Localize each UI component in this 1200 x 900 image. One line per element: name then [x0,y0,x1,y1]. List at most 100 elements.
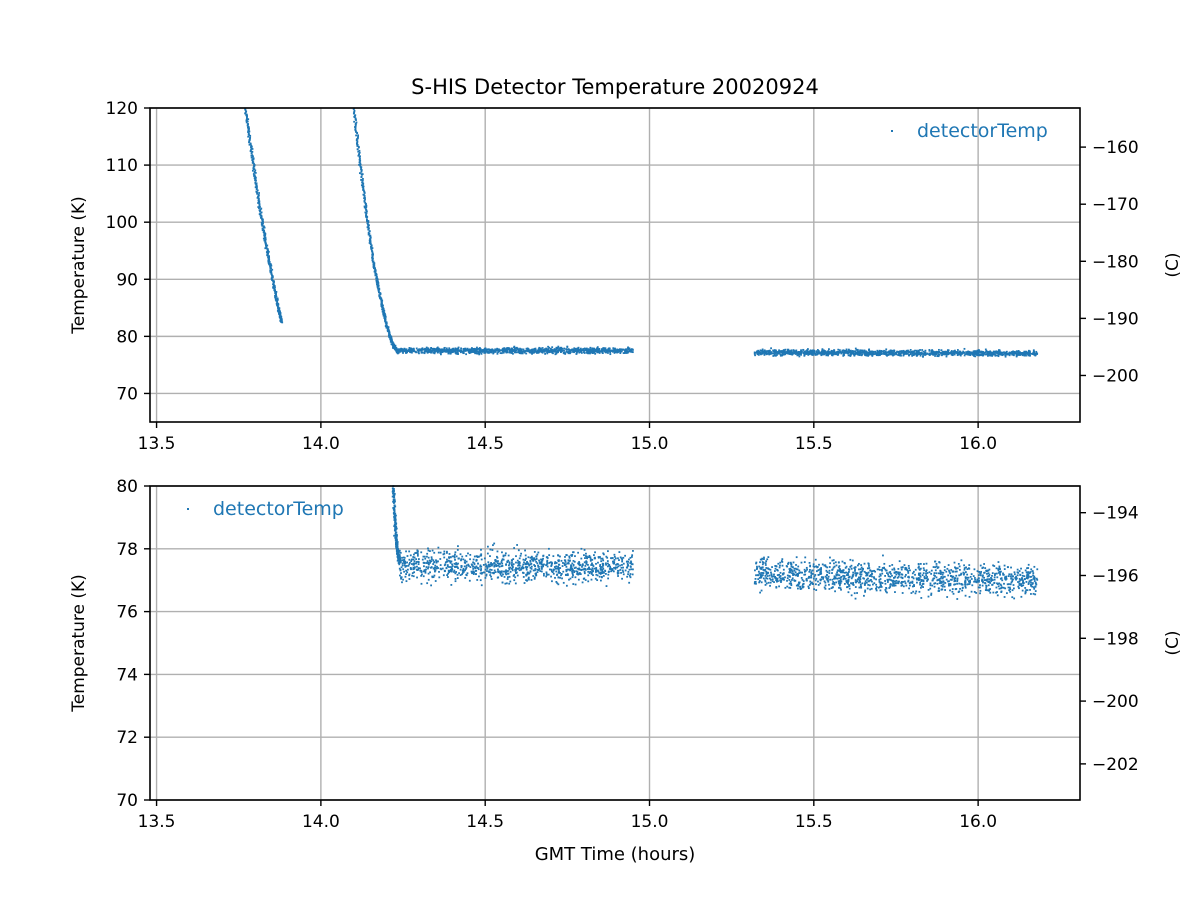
data-point [434,569,437,572]
data-point [480,584,483,587]
data-point [560,573,563,575]
data-point [512,558,515,561]
data-point [803,350,806,353]
data-point [571,576,574,579]
data-point [496,347,498,350]
data-point [255,186,258,189]
data-point [602,553,605,556]
data-point [827,354,829,357]
data-point [912,354,915,357]
data-point [384,321,387,324]
data-point [531,348,534,351]
data-point [760,349,763,352]
data-point [876,352,879,355]
data-point [596,579,599,582]
data-point [522,563,525,566]
data-point [1025,581,1028,583]
data-point [439,348,442,351]
data-point [454,558,456,561]
data-point [892,353,895,356]
data-point [475,573,477,576]
data-point [760,352,763,354]
data-point [592,565,595,568]
data-point [537,551,540,554]
data-point [616,563,619,565]
data-point [963,347,966,350]
data-point [977,349,980,352]
data-point [402,352,404,354]
data-point [420,582,423,585]
data-point [1030,568,1033,571]
data-point [582,568,585,571]
data-point [369,240,372,243]
data-point [569,568,572,571]
data-point [1003,568,1006,570]
data-point [1002,353,1005,356]
data-point [619,556,622,559]
data-point [503,349,506,352]
data-point [450,348,453,351]
data-point [596,569,599,572]
data-point [871,353,874,356]
data-point [788,582,791,585]
data-point [512,349,515,352]
data-point [393,525,396,528]
data-point [815,351,818,354]
data-point [617,350,620,353]
data-point [923,569,926,572]
data-point [392,498,395,501]
data-point [599,350,602,353]
data-point [846,350,849,353]
data-point [1009,588,1012,591]
data-point [848,350,850,353]
data-point [540,349,543,352]
data-point [445,551,448,554]
data-point [395,527,398,530]
data-point [508,564,510,567]
data-point [375,276,378,279]
data-point [796,352,799,355]
data-point [375,280,378,283]
data-point [387,326,390,329]
data-point [808,561,811,564]
data-point [357,135,359,138]
data-point [614,566,617,569]
data-point [396,542,399,544]
data-point [950,578,953,581]
data-point [526,566,529,568]
data-point [526,350,529,352]
data-point [778,349,780,352]
data-point [1019,352,1022,354]
data-point [578,562,581,564]
data-point [261,229,264,232]
data-point [353,120,356,123]
data-point [566,351,569,354]
data-point [791,352,794,355]
data-point [624,554,627,557]
data-point [931,350,934,353]
data-point [1033,587,1036,590]
data-point [491,349,494,352]
data-point [1008,354,1011,357]
data-point [420,571,423,573]
data-point [251,155,254,158]
data-point [432,347,435,350]
data-point [1007,353,1010,356]
data-point [478,347,481,349]
data-point [616,351,618,354]
data-point [254,171,257,174]
data-point [454,347,457,350]
data-point [935,353,938,355]
data-point [520,352,523,355]
data-point [269,269,272,272]
data-point [894,575,897,578]
data-point [376,277,379,280]
data-point [511,347,514,350]
data-point [554,567,557,570]
data-point [529,566,532,569]
data-point [497,348,500,351]
data-point [999,353,1001,356]
data-point [398,560,401,563]
data-point [593,351,596,354]
data-point [393,488,395,490]
